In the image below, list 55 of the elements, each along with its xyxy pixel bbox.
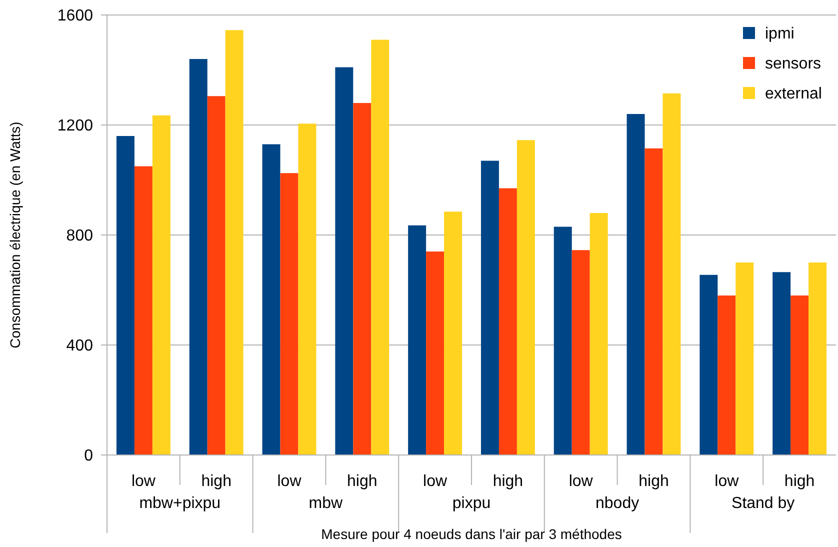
x-tick-label: low bbox=[277, 473, 302, 490]
bar bbox=[426, 252, 444, 455]
text: Stand by bbox=[732, 495, 795, 512]
y-tick-label: 800 bbox=[66, 228, 94, 245]
bar bbox=[353, 103, 372, 455]
x-tick-label: high bbox=[347, 473, 378, 490]
bar bbox=[280, 173, 298, 455]
bar bbox=[298, 124, 316, 455]
x-tick-label: low bbox=[131, 473, 156, 490]
x-tick-label: high bbox=[638, 473, 669, 490]
x-tick-label: low bbox=[423, 473, 448, 490]
text: pixpu bbox=[452, 495, 491, 512]
y-tick-label: 1200 bbox=[57, 118, 94, 135]
bar bbox=[444, 212, 462, 455]
bar bbox=[772, 272, 791, 455]
legend-label: ipmi bbox=[765, 26, 794, 43]
bar bbox=[590, 213, 608, 455]
x-tick-label: low bbox=[568, 473, 594, 490]
bar bbox=[572, 250, 590, 455]
bar bbox=[498, 188, 517, 455]
x-tick-label: low bbox=[714, 473, 740, 490]
bar bbox=[736, 262, 754, 455]
bar bbox=[116, 136, 134, 455]
y-tick-label: 1600 bbox=[57, 8, 94, 25]
bar bbox=[335, 67, 354, 455]
x-tick-label: high bbox=[201, 473, 232, 490]
text: mbw+pixpu bbox=[139, 495, 221, 512]
bar bbox=[790, 296, 809, 455]
bar bbox=[480, 160, 499, 455]
bar bbox=[626, 114, 645, 455]
y-axis-title: Consommation électrique (en Watts) bbox=[7, 122, 23, 348]
bar bbox=[189, 59, 208, 455]
x-tick-label: high bbox=[784, 473, 815, 490]
x-axis-title: Mesure pour 4 noeuds dans l'air par 3 méthodes bbox=[321, 526, 622, 542]
bar bbox=[207, 96, 226, 455]
bar bbox=[662, 93, 681, 455]
legend-label: sensors bbox=[765, 56, 822, 73]
bar bbox=[225, 30, 244, 455]
bar bbox=[554, 226, 572, 455]
bar bbox=[408, 225, 426, 455]
bar bbox=[808, 262, 827, 455]
text: mbw bbox=[308, 495, 344, 512]
bar bbox=[718, 296, 736, 455]
bar bbox=[700, 274, 718, 455]
bar bbox=[152, 115, 170, 455]
y-tick-label: 0 bbox=[84, 448, 94, 465]
text: nbody bbox=[596, 495, 640, 512]
legend-label: external bbox=[765, 86, 822, 103]
bar bbox=[644, 148, 663, 455]
bar bbox=[262, 144, 280, 455]
bar bbox=[516, 140, 535, 455]
x-tick-label: high bbox=[492, 473, 524, 490]
bar bbox=[371, 40, 390, 455]
bar bbox=[134, 166, 152, 455]
y-tick-label: 400 bbox=[66, 338, 94, 355]
